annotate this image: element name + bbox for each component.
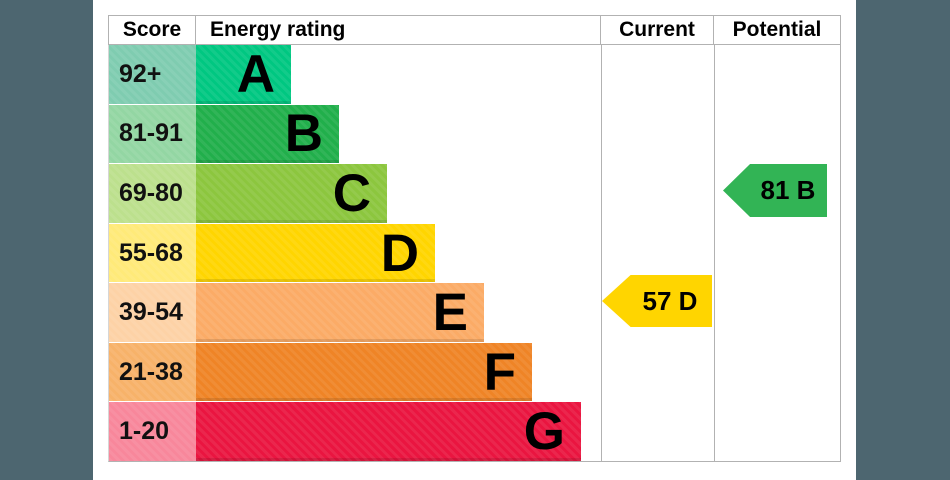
rating-letter-c: C xyxy=(332,163,371,223)
rating-bar-d: D xyxy=(196,223,435,283)
rating-letter-g: G xyxy=(523,402,565,462)
rating-row-b: 81-91 B xyxy=(109,103,840,164)
table-header-row: Score Energy rating Current Potential xyxy=(108,15,841,45)
current-rating-label: 57 D xyxy=(642,285,698,316)
rating-row-d: 55-68 D xyxy=(109,222,840,283)
score-range-g: 1-20 xyxy=(109,402,196,462)
rating-bar-g: G xyxy=(196,402,581,462)
rating-letter-f: F xyxy=(483,342,516,402)
left-background-panel xyxy=(0,0,93,480)
rating-row-e: 39-54 E xyxy=(109,282,840,342)
score-range-f: 21-38 xyxy=(109,342,196,402)
header-potential: Potential xyxy=(732,18,822,41)
current-column-divider xyxy=(601,45,602,462)
rating-letter-d: D xyxy=(380,223,419,283)
rating-bar-a: A xyxy=(196,45,291,104)
rating-row-c: 69-80 C xyxy=(109,163,840,223)
rating-rows: 92+ A 81-91 B 69-80 C xyxy=(109,45,840,462)
rating-letter-e: E xyxy=(432,283,468,343)
score-range-d: 55-68 xyxy=(109,223,196,283)
energy-rating-table: Score Energy rating Current Potential 92… xyxy=(108,15,841,462)
header-score: Score xyxy=(109,16,196,44)
table-body: 92+ A 81-91 B 69-80 C xyxy=(108,45,841,462)
score-range-c: 69-80 xyxy=(109,164,196,223)
rating-bar-e: E xyxy=(196,283,484,342)
rating-bar-f: F xyxy=(196,342,532,402)
score-range-b: 81-91 xyxy=(109,104,196,164)
rating-row-a: 92+ A xyxy=(109,45,840,104)
header-current: Current xyxy=(601,16,714,44)
rating-row-f: 21-38 F xyxy=(109,341,840,402)
right-background-panel xyxy=(856,0,950,480)
potential-rating-label: 81 B xyxy=(760,175,816,205)
rating-letter-a: A xyxy=(236,44,275,104)
rating-row-g: 1-20 G xyxy=(109,401,840,462)
header-energy-rating: Energy rating xyxy=(196,16,601,44)
rating-bar-c: C xyxy=(196,164,387,223)
current-rating-marker: 57 D xyxy=(602,275,712,327)
score-range-a: 92+ xyxy=(109,45,196,104)
rating-letter-b: B xyxy=(284,104,323,164)
rating-bar-b: B xyxy=(196,104,339,164)
score-range-e: 39-54 xyxy=(109,283,196,342)
potential-column-divider xyxy=(714,45,715,462)
